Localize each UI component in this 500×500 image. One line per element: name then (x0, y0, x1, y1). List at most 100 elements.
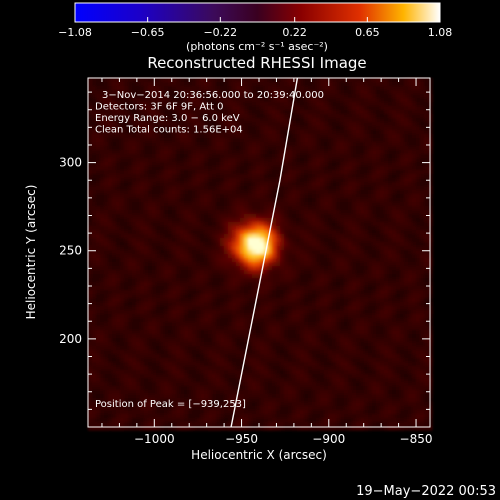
heatmap-cell (104, 258, 109, 263)
heatmap-cell (244, 242, 249, 247)
heatmap-cell (376, 142, 381, 147)
heatmap-cell (332, 218, 337, 223)
heatmap-cell (304, 94, 309, 99)
heatmap-cell (112, 278, 117, 283)
heatmap-cell (380, 246, 385, 251)
heatmap-cell (156, 230, 161, 235)
heatmap-cell (348, 306, 353, 311)
heatmap-cell (388, 282, 393, 287)
heatmap-cell (392, 126, 397, 131)
heatmap-cell (320, 242, 325, 247)
heatmap-cell (172, 178, 177, 183)
heatmap-cell (392, 110, 397, 115)
heatmap-cell (240, 126, 245, 131)
heatmap-cell (92, 182, 97, 187)
heatmap-cell (284, 230, 289, 235)
heatmap-cell (412, 194, 417, 199)
heatmap-cell (276, 82, 281, 87)
heatmap-cell (372, 258, 377, 263)
heatmap-cell (228, 286, 233, 291)
heatmap-cell (88, 254, 93, 259)
heatmap-cell (212, 202, 217, 207)
heatmap-cell (244, 210, 249, 215)
heatmap-cell (196, 306, 201, 311)
heatmap-cell (276, 162, 281, 167)
heatmap-cell (420, 142, 425, 147)
heatmap-cell (128, 150, 133, 155)
heatmap-cell (284, 114, 289, 119)
heatmap-cell (416, 170, 421, 175)
heatmap-cell (228, 82, 233, 87)
heatmap-cell (184, 94, 189, 99)
heatmap-cell (340, 206, 345, 211)
heatmap-cell (228, 114, 233, 119)
heatmap-cell (236, 214, 241, 219)
heatmap-cell (328, 126, 333, 131)
heatmap-cell (280, 94, 285, 99)
heatmap-cell (232, 290, 237, 295)
heatmap-cell (216, 182, 221, 187)
heatmap-cell (172, 246, 177, 251)
heatmap-cell (244, 202, 249, 207)
heatmap-cell (372, 154, 377, 159)
heatmap-cell (360, 234, 365, 239)
heatmap-cell (420, 302, 425, 307)
heatmap-cell (188, 178, 193, 183)
heatmap-cell (200, 82, 205, 87)
heatmap-cell (108, 294, 113, 299)
heatmap-cell (240, 98, 245, 103)
heatmap-cell (224, 110, 229, 115)
heatmap-cell (156, 178, 161, 183)
heatmap-cell (408, 226, 413, 231)
heatmap-cell (168, 82, 173, 87)
heatmap-cell (128, 266, 133, 271)
heatmap-cell (212, 162, 217, 167)
heatmap-cell (284, 302, 289, 307)
heatmap-cell (180, 262, 185, 267)
heatmap-cell (124, 258, 129, 263)
heatmap-cell (128, 278, 133, 283)
heatmap-cell (120, 282, 125, 287)
heatmap-cell (252, 122, 257, 127)
heatmap-cell (140, 122, 145, 127)
heatmap-cell (260, 150, 265, 155)
colorbar-tick-label: −1.08 (58, 26, 92, 39)
heatmap-cell (416, 214, 421, 219)
heatmap-cell (212, 134, 217, 139)
heatmap-cell (356, 214, 361, 219)
heatmap-cell (168, 166, 173, 171)
heatmap-cell (96, 250, 101, 255)
heatmap-cell (172, 90, 177, 95)
heatmap-cell (304, 302, 309, 307)
heatmap-cell (196, 174, 201, 179)
heatmap-cell (396, 194, 401, 199)
heatmap-cell (400, 222, 405, 227)
heatmap-cell (140, 146, 145, 151)
heatmap-cell (108, 198, 113, 203)
heatmap-cell (208, 282, 213, 287)
heatmap-cell (396, 158, 401, 163)
heatmap-cell (132, 206, 137, 211)
heatmap-cell (324, 162, 329, 167)
heatmap-cell (356, 306, 361, 311)
heatmap-cell (196, 218, 201, 223)
heatmap-cell (424, 174, 429, 179)
heatmap-cell (124, 222, 129, 227)
heatmap-cell (92, 162, 97, 167)
heatmap-cell (216, 274, 221, 279)
colorbar-label: (photons cm⁻² s⁻¹ asec⁻²) (186, 40, 328, 53)
heatmap-cell (396, 202, 401, 207)
heatmap-cell (124, 290, 129, 295)
heatmap-cell (332, 286, 337, 291)
heatmap-cell (320, 230, 325, 235)
heatmap-cell (372, 78, 377, 83)
heatmap-cell (152, 206, 157, 211)
heatmap-cell (88, 234, 93, 239)
heatmap-cell (388, 122, 393, 127)
heatmap-cell (404, 246, 409, 251)
heatmap-cell (388, 278, 393, 283)
heatmap-cell (116, 286, 121, 291)
heatmap-cell (396, 94, 401, 99)
heatmap-cell (336, 150, 341, 155)
heatmap-cell (88, 174, 93, 179)
